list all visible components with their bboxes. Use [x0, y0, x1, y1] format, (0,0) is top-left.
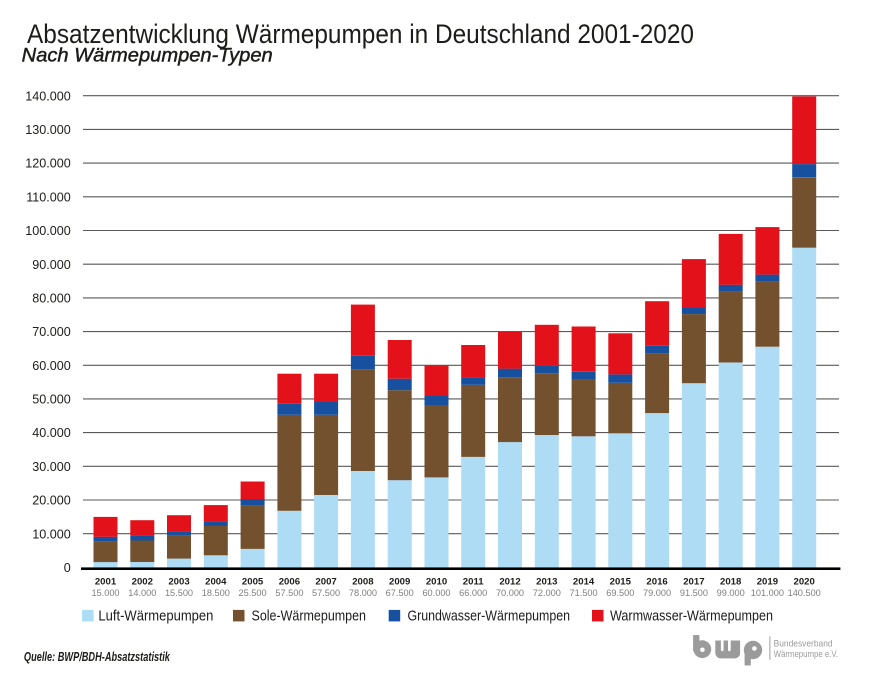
svg-text:20.000: 20.000 [32, 494, 71, 508]
svg-text:67.500: 67.500 [386, 588, 414, 598]
svg-text:2005: 2005 [242, 577, 264, 588]
svg-text:100.000: 100.000 [25, 224, 71, 238]
svg-text:140.000: 140.000 [25, 89, 71, 103]
svg-text:15.000: 15.000 [91, 588, 119, 598]
svg-text:18.500: 18.500 [202, 588, 230, 598]
svg-text:90.000: 90.000 [32, 258, 71, 272]
svg-text:66.000: 66.000 [459, 588, 487, 598]
svg-text:91.500: 91.500 [680, 588, 708, 598]
svg-text:2002: 2002 [132, 577, 153, 588]
svg-text:2014: 2014 [573, 577, 595, 588]
svg-text:30.000: 30.000 [32, 460, 71, 474]
svg-text:60.000: 60.000 [32, 359, 71, 373]
svg-text:2007: 2007 [315, 577, 336, 588]
svg-text:2016: 2016 [646, 577, 667, 588]
svg-text:Wärmepumpe e.V.: Wärmepumpe e.V. [774, 649, 839, 659]
svg-text:2004: 2004 [205, 577, 227, 588]
svg-text:101.000: 101.000 [751, 588, 784, 598]
svg-text:2008: 2008 [352, 577, 374, 588]
svg-text:70.000: 70.000 [32, 325, 71, 339]
svg-text:Bundesverband: Bundesverband [774, 639, 833, 649]
svg-text:15.500: 15.500 [165, 588, 193, 598]
svg-text:2015: 2015 [610, 577, 632, 588]
svg-text:2009: 2009 [389, 577, 410, 588]
svg-text:14.000: 14.000 [128, 588, 156, 598]
svg-text:Sole-Wärmepumpen: Sole-Wärmepumpen [252, 608, 367, 625]
svg-text:110.000: 110.000 [26, 190, 71, 204]
svg-text:10.000: 10.000 [32, 527, 71, 541]
svg-text:120.000: 120.000 [25, 157, 71, 171]
svg-text:2010: 2010 [426, 577, 447, 588]
svg-text:57.500: 57.500 [312, 588, 340, 598]
svg-text:Grundwasser-Wärmepumpen: Grundwasser-Wärmepumpen [408, 608, 571, 625]
svg-text:2003: 2003 [168, 577, 189, 588]
svg-text:79.000: 79.000 [643, 588, 671, 598]
svg-text:130.000: 130.000 [25, 123, 71, 137]
svg-text:40.000: 40.000 [32, 426, 71, 440]
svg-text:Warmwasser-Wärmepumpen: Warmwasser-Wärmepumpen [610, 608, 773, 625]
svg-text:78.000: 78.000 [349, 588, 377, 598]
svg-text:57.500: 57.500 [275, 588, 303, 598]
svg-text:2001: 2001 [95, 577, 117, 588]
svg-text:99.000: 99.000 [717, 588, 745, 598]
svg-text:2020: 2020 [794, 577, 815, 588]
svg-text:50.000: 50.000 [32, 393, 71, 407]
svg-text:72.000: 72.000 [533, 588, 561, 598]
svg-text:Luft-Wärmepumpen: Luft-Wärmepumpen [98, 608, 213, 625]
svg-text:60.000: 60.000 [422, 588, 450, 598]
svg-text:Nach Wärmepumpen-Typen: Nach Wärmepumpen-Typen [22, 45, 273, 67]
svg-text:0: 0 [64, 561, 71, 575]
svg-text:2013: 2013 [536, 577, 557, 588]
svg-text:2011: 2011 [463, 577, 484, 588]
svg-text:70.000: 70.000 [496, 588, 524, 598]
svg-text:25.500: 25.500 [239, 588, 267, 598]
svg-text:80.000: 80.000 [32, 292, 71, 306]
svg-text:71.500: 71.500 [570, 588, 598, 598]
svg-text:Quelle: BWP/BDH-Absatzstatisti: Quelle: BWP/BDH-Absatzstatistik [24, 650, 171, 664]
svg-text:2006: 2006 [279, 577, 300, 588]
svg-text:Absatzentwicklung Wärmepumpen: Absatzentwicklung Wärmepumpen in Deutsch… [27, 19, 694, 49]
svg-text:140.500: 140.500 [788, 588, 821, 598]
svg-text:2018: 2018 [720, 577, 742, 588]
svg-text:2019: 2019 [757, 577, 778, 588]
svg-text:2012: 2012 [499, 577, 520, 588]
svg-text:2017: 2017 [683, 577, 704, 588]
svg-text:69.500: 69.500 [606, 588, 634, 598]
